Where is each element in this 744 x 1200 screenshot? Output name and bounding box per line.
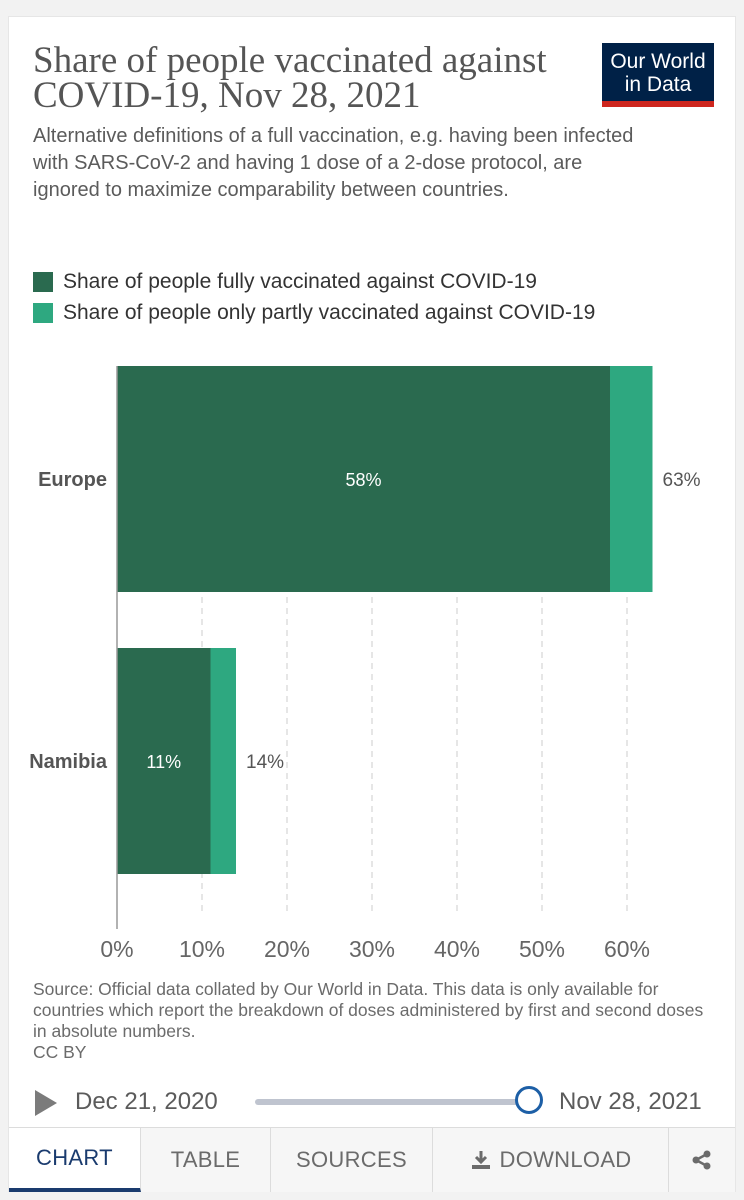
legend: Share of people fully vaccinated against… [33,266,723,328]
tab-download[interactable]: DOWNLOAD [433,1128,669,1192]
owid-logo[interactable]: Our World in Data [602,43,714,107]
license-note[interactable]: CC BY [33,1042,87,1062]
data-label-total: 14% [246,752,284,773]
data-label-full: 11% [146,752,181,772]
chart-subtitle: Alternative definitions of a full vaccin… [33,125,634,201]
timeline: Dec 21, 2020 Nov 28, 2021 [33,1081,723,1121]
tab-bar: CHART TABLE SOURCES DOWNLOAD [9,1127,735,1192]
tab-chart-label: CHART [36,1145,113,1170]
x-tick-label: 0% [100,936,133,962]
legend-label-full: Share of people fully vaccinated against… [63,269,537,293]
legend-swatch-partial [33,302,53,323]
bar-partly-vaccinated[interactable] [210,648,237,874]
data-label-full: 58% [345,470,381,490]
tab-download-label: DOWNLOAD [499,1147,632,1172]
tab-share[interactable] [669,1128,735,1192]
play-icon[interactable] [35,1090,57,1116]
logo-line-1: Our World [610,50,706,73]
tab-table-label: TABLE [170,1147,241,1172]
x-tick-label: 10% [179,936,225,962]
x-tick-label: 30% [349,936,395,962]
category-label: Europe [38,469,107,491]
x-tick-label: 40% [434,936,480,962]
legend-item-partial[interactable]: Share of people only partly vaccinated a… [33,297,723,328]
timeline-end-date: Nov 28, 2021 [559,1088,702,1115]
logo-line-2: in Data [624,73,692,96]
bar-fully-vaccinated[interactable] [117,366,610,592]
bar-chart: Europe 58% 63% Namibia 11% 14% 0% 10% 20% 30% 40% 5… [29,366,701,962]
download-icon [471,1151,490,1169]
bar-partly-vaccinated[interactable] [610,366,653,592]
chart-footer: Source: Official data collated by Our Wo… [33,979,713,1063]
source-note: Source: Official data collated by Our Wo… [33,979,704,1041]
chart-title: Share of people vaccinated against COVID… [33,40,547,116]
legend-swatch-full [33,271,53,292]
timeline-start-date: Dec 21, 2020 [75,1088,218,1115]
legend-label-partial: Share of people only partly vaccinated a… [63,300,596,324]
bar-fully-vaccinated[interactable] [117,648,211,874]
x-tick-label: 50% [519,936,565,962]
x-tick-label: 20% [264,936,310,962]
share-icon [692,1150,711,1170]
timeline-handle[interactable] [515,1086,543,1114]
tab-table[interactable]: TABLE [141,1128,271,1192]
tab-chart[interactable]: CHART [9,1128,141,1192]
x-tick-label: 60% [604,936,650,962]
chart-card: Share of people vaccinated against COVID… [8,16,736,1192]
category-label: Namibia [29,751,108,773]
tab-sources[interactable]: SOURCES [271,1128,433,1192]
timeline-track[interactable] [255,1099,527,1105]
tab-sources-label: SOURCES [296,1147,407,1172]
data-label-total: 63% [663,470,701,491]
legend-item-full[interactable]: Share of people fully vaccinated against… [33,266,723,297]
